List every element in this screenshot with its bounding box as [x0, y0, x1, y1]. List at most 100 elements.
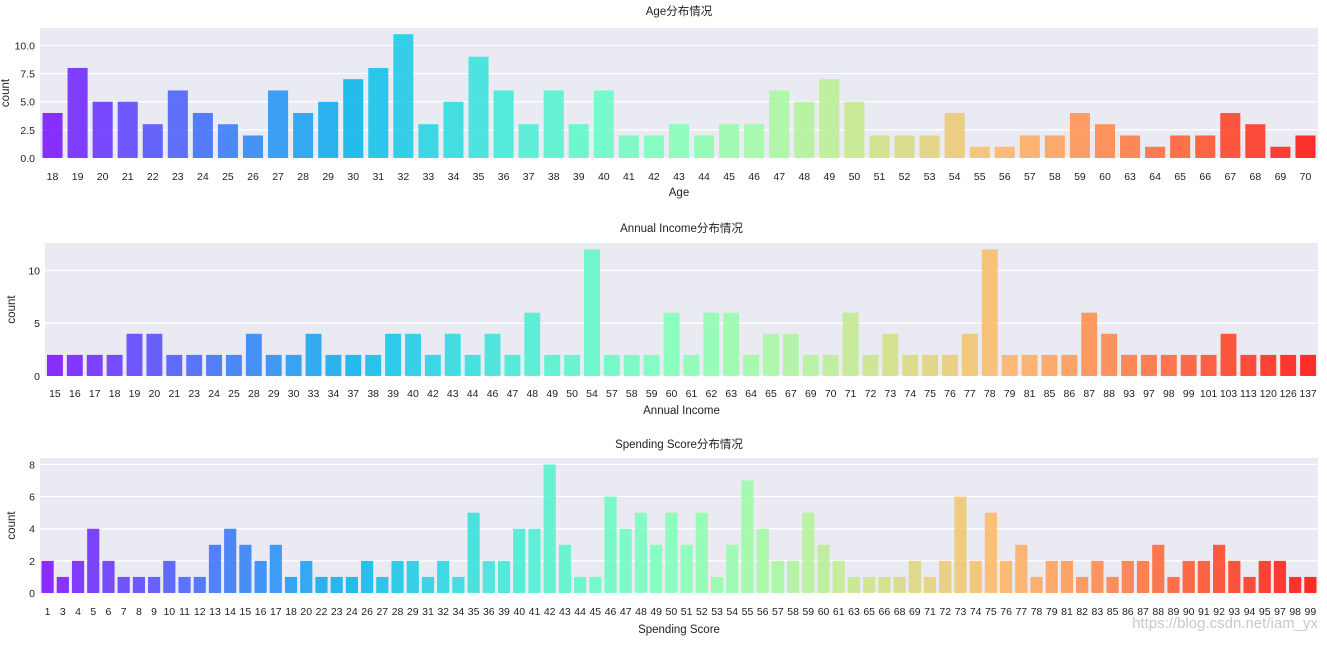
bar-35 — [467, 512, 480, 593]
x-tick-label: 31 — [372, 171, 384, 183]
x-tick-label: 61 — [686, 388, 698, 400]
bar-58 — [623, 354, 640, 376]
bar-47 — [504, 354, 521, 376]
x-tick-label: 48 — [635, 606, 647, 618]
bar-85 — [1106, 576, 1119, 593]
bar-53 — [710, 576, 724, 593]
y-axis-label: count — [6, 295, 18, 324]
x-tick-label: 75 — [924, 388, 936, 400]
x-tick-label: 50 — [566, 388, 578, 400]
x-axis-label: Spending Score — [638, 624, 720, 636]
bar-44 — [464, 354, 481, 376]
x-tick-label: 75 — [985, 606, 997, 618]
bar-16 — [66, 354, 83, 376]
x-tick-label: 92 — [1213, 606, 1225, 618]
bar-17 — [269, 544, 282, 593]
x-tick-label: 46 — [605, 606, 617, 618]
bar-23 — [330, 576, 343, 593]
x-tick-label: 101 — [1200, 388, 1217, 400]
x-tick-label: 21 — [168, 388, 180, 400]
bar-95 — [1258, 560, 1271, 593]
y-tick-label: 4 — [29, 524, 35, 536]
x-tick-label: 20 — [97, 171, 109, 183]
bar-33 — [418, 124, 439, 158]
bar-46 — [604, 496, 617, 593]
x-tick-label: 72 — [939, 606, 951, 618]
x-tick-label: 48 — [526, 388, 538, 400]
x-tick-label: 18 — [47, 171, 59, 183]
x-tick-label: 76 — [944, 388, 956, 400]
bar-59 — [1069, 112, 1090, 158]
x-tick-label: 93 — [1228, 606, 1240, 618]
bar-5 — [87, 528, 100, 593]
bar-97 — [1273, 560, 1287, 593]
x-tick-label: 1 — [45, 606, 51, 618]
bar-63 — [1120, 135, 1141, 158]
bar-48 — [634, 512, 648, 593]
x-tick-label: 67 — [785, 388, 797, 400]
bar-51 — [680, 544, 693, 593]
bar-76 — [1000, 560, 1013, 593]
x-tick-label: 38 — [548, 171, 560, 183]
bar-18 — [106, 354, 123, 376]
bar-25 — [226, 354, 242, 376]
bar-57 — [1019, 135, 1040, 158]
bar-38 — [365, 354, 382, 376]
x-tick-label: 87 — [1137, 606, 1149, 618]
bar-27 — [376, 576, 389, 593]
x-tick-label: 13 — [209, 606, 221, 618]
y-tick-label: 5.0 — [20, 97, 35, 109]
bar-41 — [528, 528, 541, 593]
bar-89 — [1167, 576, 1180, 593]
x-tick-label: 27 — [376, 606, 388, 618]
x-tick-label: 93 — [1123, 388, 1135, 400]
bar-44 — [574, 576, 587, 593]
bar-26 — [361, 560, 374, 593]
x-tick-label: 12 — [194, 606, 206, 618]
x-tick-label: 71 — [924, 606, 936, 618]
x-tick-label: 82 — [1076, 606, 1088, 618]
x-tick-label: 97 — [1143, 388, 1155, 400]
x-tick-label: 94 — [1244, 606, 1256, 618]
x-tick-label: 85 — [1044, 388, 1056, 400]
bar-54 — [726, 544, 739, 593]
x-tick-label: 59 — [646, 388, 658, 400]
bar-59 — [802, 512, 815, 593]
bar-60 — [817, 544, 830, 593]
x-tick-label: 126 — [1280, 388, 1297, 400]
x-tick-label: 37 — [347, 388, 359, 400]
x-tick-label: 55 — [974, 171, 986, 183]
bar-24 — [192, 112, 213, 158]
bar-29 — [406, 560, 419, 593]
x-tick-label: 79 — [1046, 606, 1058, 618]
bar-60 — [663, 312, 680, 376]
x-tick-label: 22 — [316, 606, 328, 618]
bar-1 — [41, 560, 54, 593]
x-tick-label: 45 — [723, 171, 735, 183]
bar-11 — [178, 576, 191, 593]
x-tick-label: 74 — [904, 388, 916, 400]
bar-54 — [944, 112, 965, 158]
x-tick-label: 70 — [1300, 171, 1312, 183]
bar-36 — [493, 90, 514, 158]
x-tick-label: 51 — [681, 606, 693, 618]
bar-32 — [437, 560, 450, 593]
x-tick-label: 25 — [222, 171, 234, 183]
x-tick-label: 26 — [361, 606, 373, 618]
bar-87 — [1136, 560, 1150, 593]
x-tick-label: 6 — [106, 606, 112, 618]
x-tick-label: 56 — [999, 171, 1011, 183]
x-tick-label: 44 — [574, 606, 586, 618]
y-tick-label: 5 — [34, 318, 40, 330]
y-tick-label: 0 — [29, 588, 35, 600]
x-tick-label: 58 — [626, 388, 638, 400]
x-tick-label: 40 — [513, 606, 525, 618]
bar-37 — [345, 354, 362, 376]
bar-67 — [1220, 112, 1241, 158]
bar-20 — [146, 333, 163, 376]
bar-71 — [923, 576, 937, 593]
bar-43 — [558, 544, 571, 593]
x-tick-label: 56 — [757, 606, 769, 618]
bar-40 — [593, 90, 614, 158]
x-tick-label: 88 — [1103, 388, 1115, 400]
